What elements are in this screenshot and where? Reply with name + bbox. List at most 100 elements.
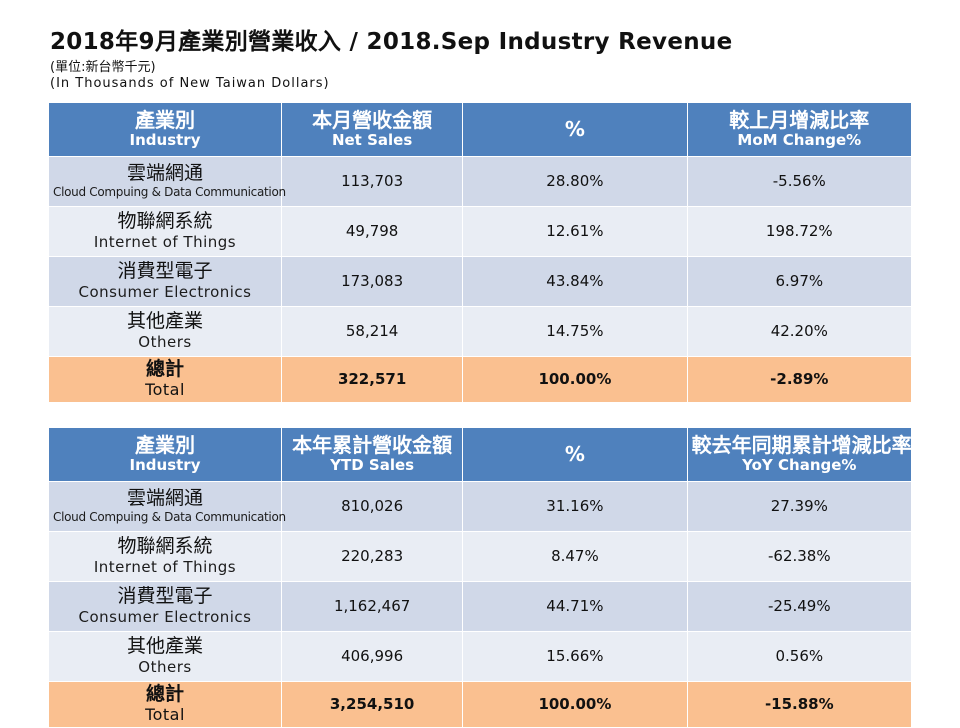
change-cell: 6.97% xyxy=(686,255,913,307)
ytd-sales-cell: 220,283 xyxy=(280,530,464,582)
industry-name-zh: 其他產業 xyxy=(126,310,203,333)
industry-name-zh: 消費型電子 xyxy=(117,585,213,608)
total-row: 總計 Total 322,571 100.00% -2.89% xyxy=(48,355,913,403)
total-label-en: Total xyxy=(145,379,185,399)
total-percent-cell: 100.00% xyxy=(462,355,688,403)
column-header-zh: 本年累計營收金額 xyxy=(292,432,453,457)
change-cell: 27.39% xyxy=(686,480,913,532)
percent-cell: 12.61% xyxy=(462,205,688,257)
change-cell: 0.56% xyxy=(686,630,913,682)
industry-name-en: Others xyxy=(138,657,192,676)
industry-cell: 消費型電子 Consumer Electronics xyxy=(48,580,282,632)
percent-cell: 31.16% xyxy=(462,480,688,532)
table-row: 消費型電子 Consumer Electronics 173,083 43.84… xyxy=(48,255,913,307)
total-net-sales-cell: 322,571 xyxy=(280,355,464,403)
column-header-zh: 產業別 xyxy=(135,432,195,457)
column-header-mom-change: 較上月增減比率 MoM Change% xyxy=(686,101,913,157)
ytd-revenue-table: 產業別 Industry 本年累計營收金額 YTD Sales % 較去年同期累… xyxy=(48,426,913,728)
total-percent-cell: 100.00% xyxy=(462,680,688,728)
column-header-percent: % xyxy=(462,426,688,482)
industry-cell: 其他產業 Others xyxy=(48,305,282,357)
industry-cell: 物聯網系統 Internet of Things xyxy=(48,530,282,582)
total-row: 總計 Total 3,254,510 100.00% -15.88% xyxy=(48,680,913,728)
industry-cell: 消費型電子 Consumer Electronics xyxy=(48,255,282,307)
industry-name-en: Cloud Compuing & Data Communication xyxy=(53,184,286,199)
monthly-revenue-table: 產業別 Industry 本月營收金額 Net Sales % 較上月增減比率 … xyxy=(48,101,913,403)
table-row: 其他產業 Others 406,996 15.66% 0.56% xyxy=(48,630,913,682)
percent-cell: 44.71% xyxy=(462,580,688,632)
change-cell: 42.20% xyxy=(686,305,913,357)
net-sales-cell: 58,214 xyxy=(280,305,464,357)
industry-name-en: Internet of Things xyxy=(93,557,237,576)
total-label-zh: 總計 xyxy=(145,357,184,380)
unit-note-zh: (單位:新台幣千元) xyxy=(50,60,156,75)
column-header-zh: % xyxy=(564,441,585,466)
industry-name-en: Others xyxy=(138,332,192,351)
column-header-zh: 較去年同期累計增減比率 xyxy=(691,432,912,457)
table-row: 其他產業 Others 58,214 14.75% 42.20% xyxy=(48,305,913,357)
net-sales-cell: 113,703 xyxy=(280,155,464,207)
column-header-zh: 產業別 xyxy=(135,107,195,132)
column-header-en: Net Sales xyxy=(331,130,413,149)
net-sales-cell: 173,083 xyxy=(280,255,464,307)
column-header-industry: 產業別 Industry xyxy=(48,101,282,157)
industry-name-en: Consumer Electronics xyxy=(78,607,252,626)
change-cell: -25.49% xyxy=(686,580,913,632)
industry-name-zh: 物聯網系統 xyxy=(117,210,213,233)
percent-cell: 43.84% xyxy=(462,255,688,307)
industry-name-zh: 消費型電子 xyxy=(117,260,213,283)
total-change-cell: -15.88% xyxy=(686,680,913,728)
column-header-industry: 產業別 Industry xyxy=(48,426,282,482)
total-label-cell: 總計 Total xyxy=(48,355,282,403)
percent-cell: 8.47% xyxy=(462,530,688,582)
table-row: 消費型電子 Consumer Electronics 1,162,467 44.… xyxy=(48,580,913,632)
industry-name-zh: 物聯網系統 xyxy=(117,535,213,558)
industry-name-zh: 其他產業 xyxy=(126,635,203,658)
column-header-zh: 較上月增減比率 xyxy=(729,107,870,132)
unit-note-en: (In Thousands of New Taiwan Dollars) xyxy=(50,76,330,92)
column-header-en: YTD Sales xyxy=(330,455,415,474)
header-row: 產業別 Industry 本年累計營收金額 YTD Sales % 較去年同期累… xyxy=(48,426,913,482)
table-row: 雲端網通 Cloud Compuing & Data Communication… xyxy=(48,480,913,532)
industry-name-zh: 雲端網通 xyxy=(126,486,203,509)
table-row: 雲端網通 Cloud Compuing & Data Communication… xyxy=(48,155,913,207)
total-label-cell: 總計 Total xyxy=(48,680,282,728)
column-header-net-sales: 本月營收金額 Net Sales xyxy=(280,101,464,157)
industry-name-en: Cloud Compuing & Data Communication xyxy=(53,509,286,524)
column-header-en: MoM Change% xyxy=(737,130,862,149)
column-header-zh: % xyxy=(564,116,585,141)
table-row: 物聯網系統 Internet of Things 49,798 12.61% 1… xyxy=(48,205,913,257)
ytd-sales-cell: 1,162,467 xyxy=(280,580,464,632)
change-cell: -5.56% xyxy=(686,155,913,207)
industry-name-en: Consumer Electronics xyxy=(78,282,252,301)
industry-cell: 物聯網系統 Internet of Things xyxy=(48,205,282,257)
ytd-sales-cell: 406,996 xyxy=(280,630,464,682)
total-ytd-sales-cell: 3,254,510 xyxy=(280,680,464,728)
change-cell: 198.72% xyxy=(686,205,913,257)
industry-name-en: Internet of Things xyxy=(93,232,237,251)
column-header-en: Industry xyxy=(129,455,201,474)
column-header-en: YoY Change% xyxy=(742,455,857,474)
total-label-en: Total xyxy=(145,704,185,724)
percent-cell: 15.66% xyxy=(462,630,688,682)
industry-name-zh: 雲端網通 xyxy=(126,161,203,184)
industry-cell: 雲端網通 Cloud Compuing & Data Communication xyxy=(48,480,286,532)
total-label-zh: 總計 xyxy=(145,682,184,705)
table-row: 物聯網系統 Internet of Things 220,283 8.47% -… xyxy=(48,530,913,582)
percent-cell: 14.75% xyxy=(462,305,688,357)
industry-cell: 其他產業 Others xyxy=(48,630,282,682)
change-cell: -62.38% xyxy=(686,530,913,582)
header-row: 產業別 Industry 本月營收金額 Net Sales % 較上月增減比率 … xyxy=(48,101,913,157)
column-header-ytd-sales: 本年累計營收金額 YTD Sales xyxy=(280,426,464,482)
percent-cell: 28.80% xyxy=(462,155,688,207)
column-header-percent: % xyxy=(462,101,688,157)
ytd-sales-cell: 810,026 xyxy=(280,480,464,532)
page-title: 2018年9月產業別營業收入 / 2018.Sep Industry Reven… xyxy=(50,29,733,55)
total-change-cell: -2.89% xyxy=(686,355,913,403)
net-sales-cell: 49,798 xyxy=(280,205,464,257)
column-header-yoy-change: 較去年同期累計增減比率 YoY Change% xyxy=(686,426,913,482)
column-header-en: Industry xyxy=(129,130,201,149)
industry-cell: 雲端網通 Cloud Compuing & Data Communication xyxy=(48,155,286,207)
column-header-zh: 本月營收金額 xyxy=(312,107,433,132)
